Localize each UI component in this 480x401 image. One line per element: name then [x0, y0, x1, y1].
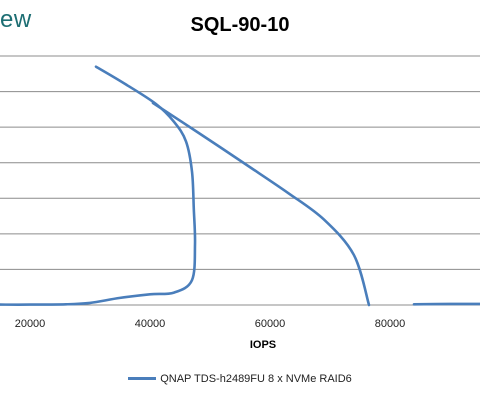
x-tick-label: 40000 [135, 318, 166, 330]
chart-title: SQL-90-10 [190, 14, 290, 36]
x-tick-label: 20000 [15, 318, 46, 330]
series-layer [0, 65, 480, 307]
x-axis-title: IOPS [250, 339, 276, 351]
x-tick-labels: 20000 40000 60000 80000 [15, 318, 406, 330]
legend: QNAP TDS-h2489FU 8 x NVMe RAID6 [0, 373, 480, 385]
series-line-1 [151, 101, 371, 307]
gridlines [0, 55, 480, 306]
x-tick-label: 80000 [375, 318, 406, 330]
legend-swatch [128, 376, 157, 380]
legend-label: QNAP TDS-h2489FU 8 x NVMe RAID6 [160, 373, 352, 385]
site-logo-fragment: ew [0, 6, 32, 33]
x-tick-label: 60000 [255, 318, 286, 330]
